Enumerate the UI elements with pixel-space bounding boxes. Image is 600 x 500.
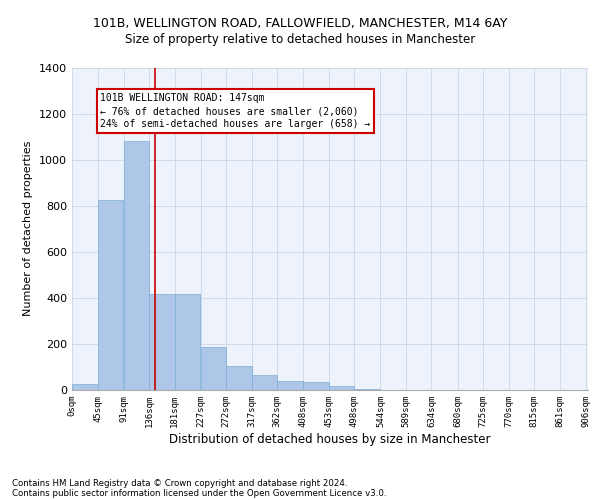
Bar <box>329 386 355 390</box>
Bar <box>252 376 277 390</box>
Bar <box>201 348 226 390</box>
Text: 101B WELLINGTON ROAD: 147sqm
← 76% of detached houses are smaller (2,060)
24% of: 101B WELLINGTON ROAD: 147sqm ← 76% of de… <box>100 93 371 129</box>
Bar <box>149 294 175 390</box>
Bar <box>124 141 149 390</box>
Bar <box>175 294 200 390</box>
Bar <box>72 384 98 390</box>
Text: Contains public sector information licensed under the Open Government Licence v3: Contains public sector information licen… <box>12 488 386 498</box>
Bar <box>226 366 252 390</box>
Text: 101B, WELLINGTON ROAD, FALLOWFIELD, MANCHESTER, M14 6AY: 101B, WELLINGTON ROAD, FALLOWFIELD, MANC… <box>93 18 507 30</box>
Bar <box>355 389 380 390</box>
Bar <box>304 382 329 390</box>
X-axis label: Distribution of detached houses by size in Manchester: Distribution of detached houses by size … <box>169 432 491 446</box>
Bar <box>277 381 303 390</box>
Text: Contains HM Land Registry data © Crown copyright and database right 2024.: Contains HM Land Registry data © Crown c… <box>12 478 347 488</box>
Text: Size of property relative to detached houses in Manchester: Size of property relative to detached ho… <box>125 32 475 46</box>
Bar <box>98 200 123 390</box>
Y-axis label: Number of detached properties: Number of detached properties <box>23 141 34 316</box>
